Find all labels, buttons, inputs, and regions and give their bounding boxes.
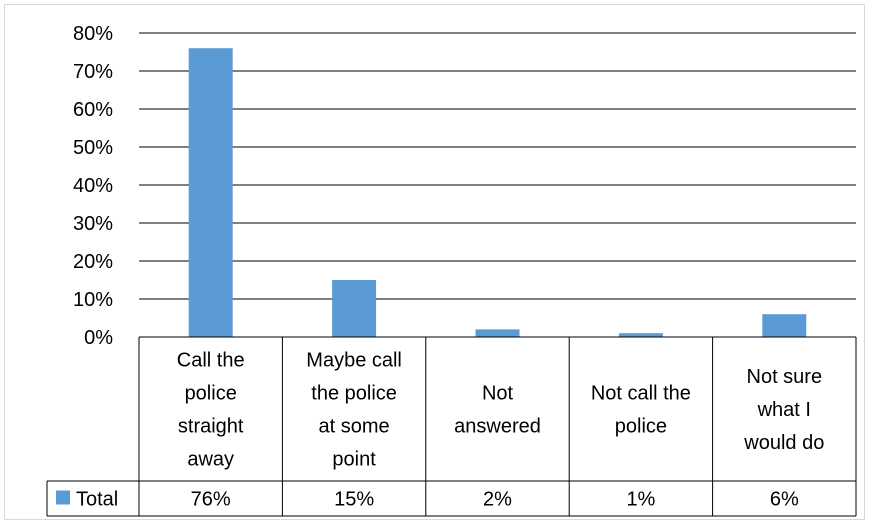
y-tick-label: 30% — [73, 213, 113, 235]
data-label: 1% — [626, 489, 655, 511]
bar — [475, 329, 520, 337]
data-label: 15% — [334, 489, 374, 511]
y-tick-label: 80% — [73, 23, 113, 45]
bar — [618, 333, 663, 337]
y-tick-label: 10% — [73, 289, 113, 311]
category-label: Not call the police — [591, 383, 691, 438]
data-label: 6% — [770, 489, 799, 511]
y-tick-label: 40% — [73, 175, 113, 197]
y-tick-label: 60% — [73, 99, 113, 121]
bar — [762, 314, 807, 337]
bar-series-total — [188, 48, 807, 337]
y-tick-label: 20% — [73, 251, 113, 273]
y-tick-label: 0% — [84, 327, 113, 349]
category-label: Maybe call the police at some point — [306, 350, 402, 471]
bar — [188, 48, 233, 337]
data-label: 2% — [483, 489, 512, 511]
gridlines — [139, 32, 856, 300]
chart-frame — [4, 4, 865, 520]
data-table: Call the police straight away Maybe call the … — [46, 336, 857, 517]
legend-swatch — [56, 490, 70, 505]
y-tick-label: 50% — [73, 137, 113, 159]
y-tick-label: 70% — [73, 61, 113, 83]
legend-label: Total — [76, 489, 118, 511]
data-label: 76% — [191, 489, 231, 511]
y-axis-ticks: 0% 10% 20% 30% 40% 50% 60% 70% 80% — [73, 23, 113, 349]
category-label: Call the police straight away — [177, 350, 245, 471]
category-label: Not answered — [454, 383, 541, 438]
bar — [332, 280, 377, 337]
